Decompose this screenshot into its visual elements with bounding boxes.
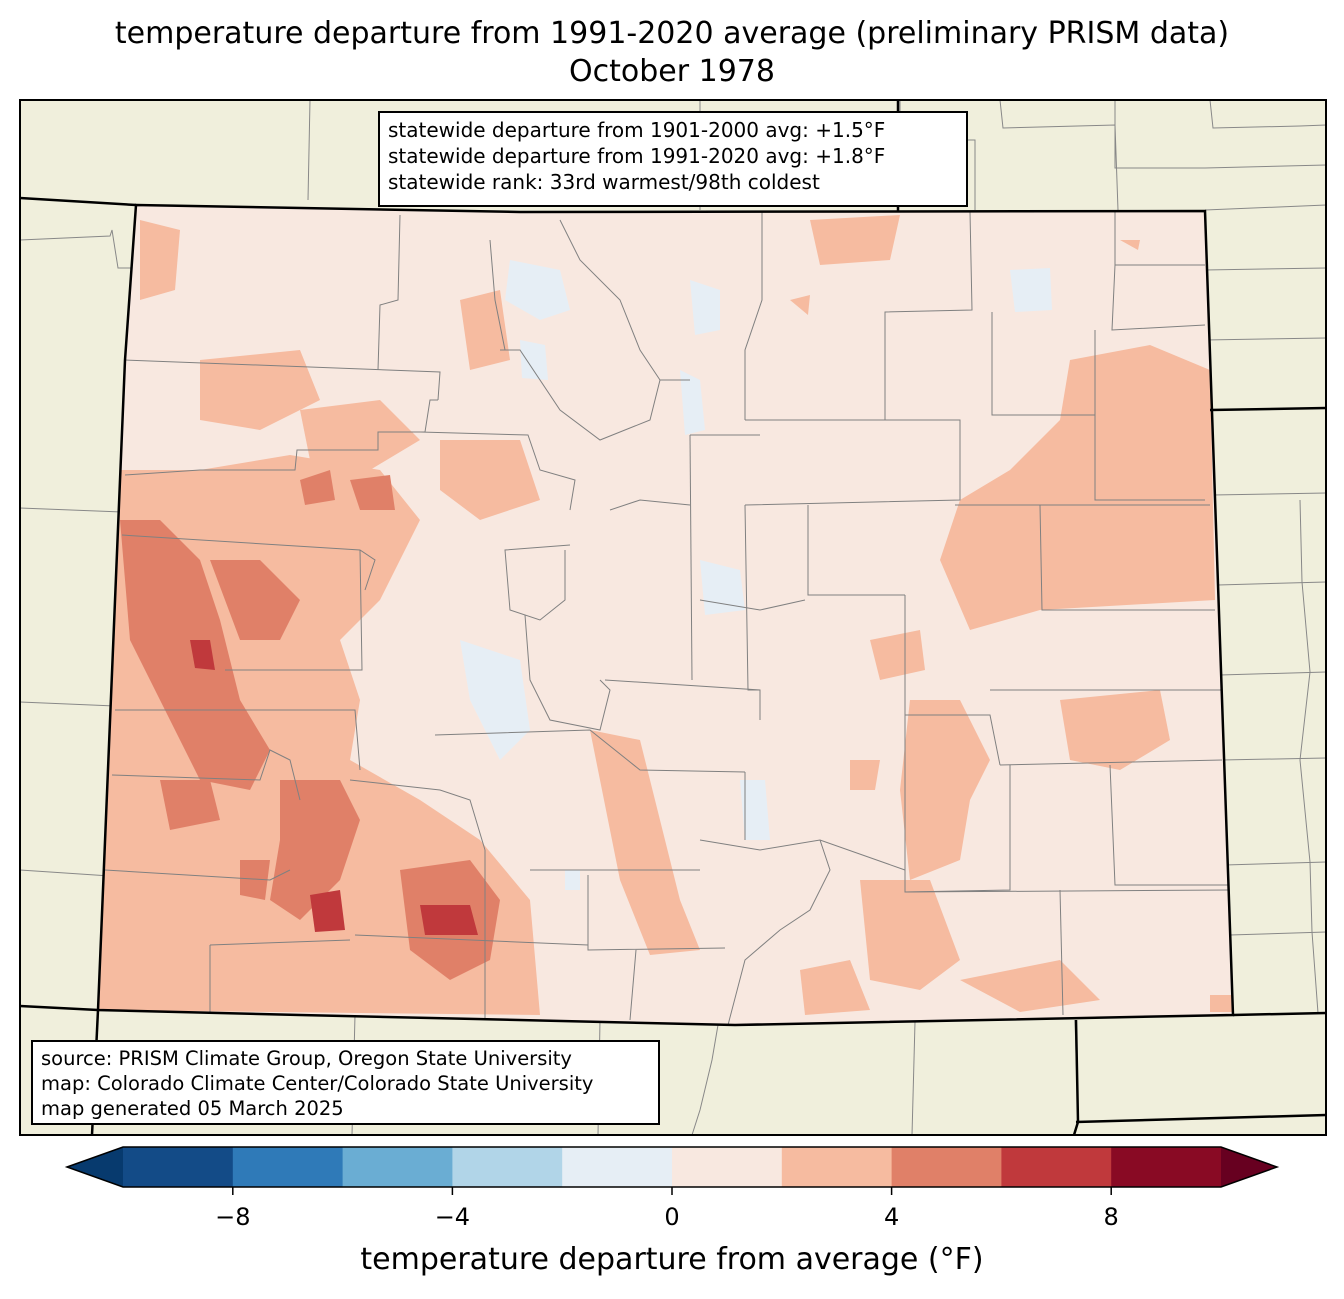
colorbar-label: temperature departure from average (°F) <box>360 1242 984 1277</box>
anomaly-6-8 <box>190 640 478 935</box>
statewide-stats-box: statewide departure from 1901-2000 avg: … <box>378 111 968 207</box>
colorbar-bin-9 <box>1111 1147 1222 1187</box>
anomaly-neg2-0 <box>460 260 1052 890</box>
colorbar-bin-1 <box>232 1147 344 1187</box>
county-lines <box>104 211 1231 1025</box>
generated-date-line: map generated 05 March 2025 <box>41 1097 344 1120</box>
colorbar-bin-0 <box>123 1147 234 1187</box>
colorbar-tick-label-2: 0 <box>664 1203 680 1231</box>
colorbar-under-arrow <box>67 1147 123 1187</box>
colorbar-bin-6 <box>781 1147 893 1187</box>
map-credit-line: map: Colorado Climate Center/Colorado St… <box>41 1072 594 1095</box>
colorbar-outline <box>64 1146 1280 1188</box>
source-box: source: PRISM Climate Group, Oregon Stat… <box>31 1040 660 1125</box>
colorado-border <box>96 203 1235 1027</box>
colorbar-bin-3 <box>452 1147 563 1187</box>
colorbar-bin-2 <box>342 1147 453 1187</box>
state-fill <box>98 205 1233 1025</box>
colorbar-tick-label-4: 8 <box>1103 1203 1119 1231</box>
stats-line-1901-2000: statewide departure from 1901-2000 avg: … <box>388 118 886 142</box>
colorbar-tick-label-3: 4 <box>883 1203 900 1231</box>
stats-line-1991-2020: statewide departure from 1991-2020 avg: … <box>388 144 886 168</box>
colorbar-bin-7 <box>891 1147 1002 1187</box>
map-title-line1: temperature departure from 1991-2020 ave… <box>114 16 1230 51</box>
colorbar-over-arrow <box>1221 1147 1277 1187</box>
stats-line-rank: statewide rank: 33rd warmest/98th coldes… <box>388 170 820 194</box>
colorbar-bin-5 <box>672 1147 783 1187</box>
colorbar-bin-8 <box>1001 1147 1112 1187</box>
colorbar-tick-label-0: −8 <box>215 1203 251 1231</box>
source-line: source: PRISM Climate Group, Oregon Stat… <box>41 1047 572 1070</box>
colorbar-bin-4 <box>562 1147 673 1187</box>
map-title-line2: October 1978 <box>569 54 775 89</box>
colorbar-tick-label-1: −4 <box>434 1203 471 1231</box>
colorbar <box>64 1146 1280 1195</box>
map-frame-border <box>19 99 1327 1136</box>
